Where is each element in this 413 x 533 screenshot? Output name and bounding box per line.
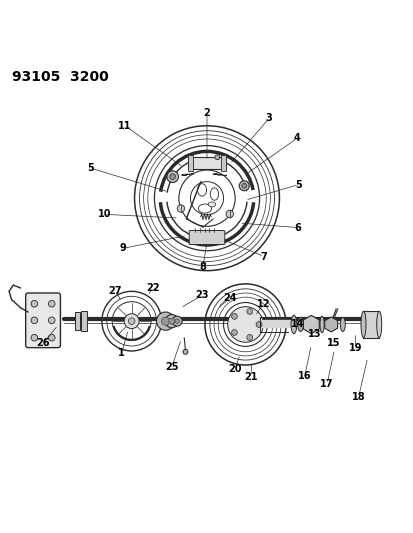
Text: 5: 5 [87, 163, 93, 173]
Text: 17: 17 [320, 379, 333, 389]
Circle shape [161, 317, 169, 325]
Circle shape [31, 317, 38, 324]
Bar [81, 311, 86, 331]
Text: 11: 11 [118, 121, 131, 131]
Ellipse shape [319, 316, 323, 333]
Text: 2: 2 [203, 108, 210, 118]
Text: 9: 9 [120, 243, 126, 253]
Circle shape [48, 317, 55, 324]
Circle shape [183, 349, 188, 354]
Text: 21: 21 [244, 372, 257, 382]
Circle shape [169, 174, 175, 180]
Text: 7: 7 [260, 252, 267, 262]
Text: 1: 1 [118, 348, 125, 358]
Ellipse shape [290, 316, 296, 334]
Circle shape [231, 313, 237, 319]
Ellipse shape [360, 311, 365, 338]
Circle shape [214, 155, 219, 160]
Circle shape [128, 318, 135, 325]
Circle shape [241, 183, 246, 188]
Text: 15: 15 [326, 338, 339, 348]
Bar [363, 311, 378, 338]
Circle shape [246, 335, 252, 341]
Text: 27: 27 [108, 286, 121, 295]
Circle shape [48, 334, 55, 341]
Ellipse shape [339, 318, 344, 332]
Circle shape [225, 210, 233, 217]
Circle shape [156, 312, 174, 330]
Text: 20: 20 [228, 364, 241, 374]
Circle shape [124, 314, 139, 329]
Text: 10: 10 [97, 209, 111, 220]
Text: 4: 4 [293, 133, 300, 143]
Polygon shape [324, 317, 337, 332]
Text: 93105  3200: 93105 3200 [12, 70, 109, 84]
Text: 6: 6 [294, 223, 301, 232]
Circle shape [31, 334, 38, 341]
Text: 14: 14 [290, 319, 303, 329]
Text: 8: 8 [199, 262, 206, 271]
Circle shape [169, 318, 174, 324]
Text: 3: 3 [265, 114, 272, 123]
Circle shape [177, 205, 184, 212]
FancyBboxPatch shape [189, 230, 224, 245]
Circle shape [165, 314, 178, 328]
Text: 24: 24 [223, 293, 236, 303]
Ellipse shape [297, 318, 303, 332]
Text: 22: 22 [146, 283, 159, 293]
Circle shape [175, 319, 179, 324]
FancyBboxPatch shape [26, 293, 60, 348]
Circle shape [231, 329, 237, 335]
Circle shape [31, 301, 38, 307]
Ellipse shape [376, 311, 381, 338]
Bar [221, 155, 225, 171]
Circle shape [48, 301, 55, 307]
Text: 26: 26 [37, 338, 50, 348]
Circle shape [256, 321, 261, 327]
Polygon shape [303, 316, 318, 334]
Circle shape [239, 181, 249, 191]
Circle shape [166, 171, 178, 182]
Text: 18: 18 [351, 392, 364, 402]
Text: 5: 5 [295, 180, 301, 190]
Text: 19: 19 [349, 343, 362, 353]
Text: 23: 23 [195, 290, 208, 301]
Bar [188, 157, 225, 169]
Text: 16: 16 [297, 371, 311, 381]
Bar [188, 155, 192, 171]
Circle shape [172, 316, 182, 326]
Circle shape [227, 306, 263, 342]
Text: 12: 12 [256, 299, 269, 309]
Bar [75, 312, 80, 330]
Ellipse shape [208, 202, 215, 207]
Text: 13: 13 [307, 328, 320, 338]
Text: 25: 25 [165, 362, 178, 372]
Circle shape [246, 309, 252, 314]
